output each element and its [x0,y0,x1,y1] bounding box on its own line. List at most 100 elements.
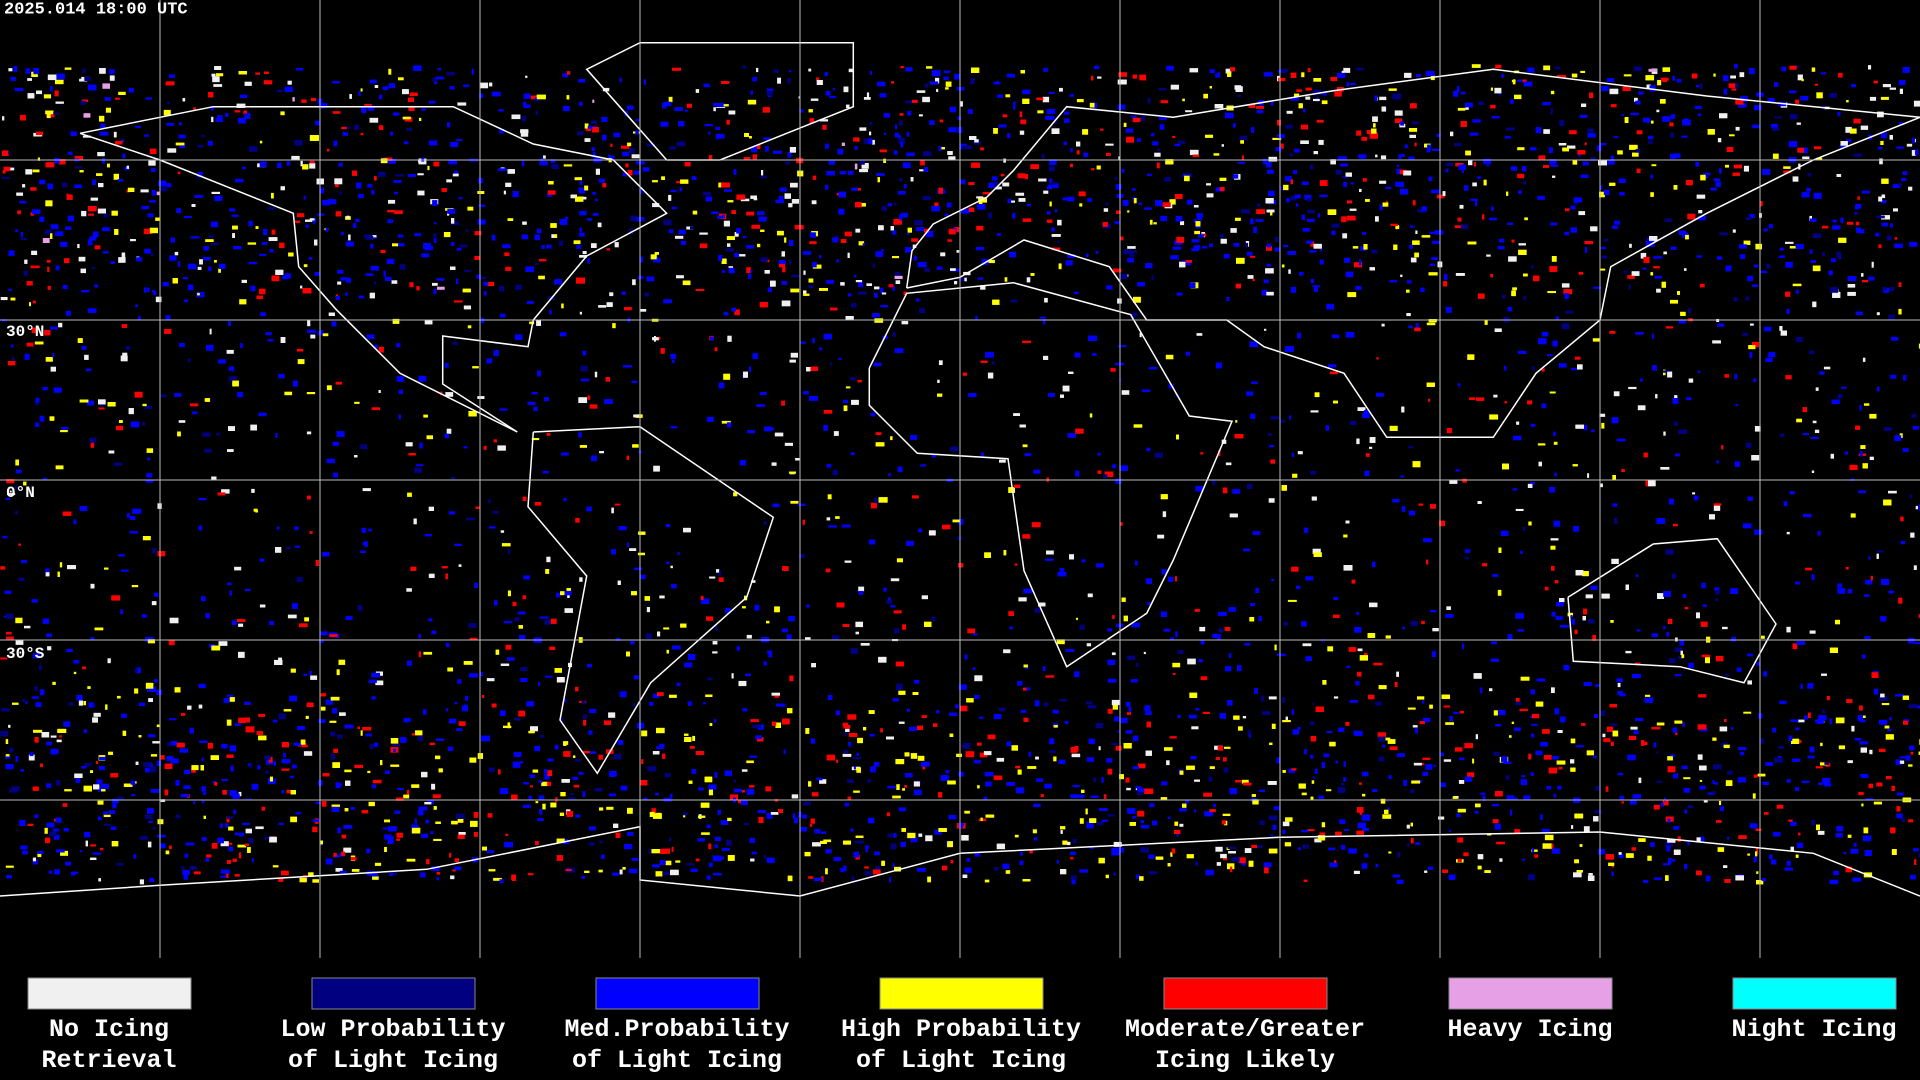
icing-pixel [1515,697,1520,702]
icing-pixel [808,278,814,283]
icing-pixel [1341,844,1346,850]
icing-pixel [1660,802,1664,807]
icing-pixel [192,411,198,415]
icing-pixel [1489,414,1499,420]
icing-pixel [872,313,880,318]
icing-pixel [37,851,42,858]
icing-pixel [391,280,398,284]
icing-pixel [683,527,691,533]
icing-pixel [499,710,506,716]
icing-pixel [677,552,680,555]
icing-pixel [1656,109,1660,113]
icing-pixel [217,492,226,496]
icing-pixel [112,803,117,809]
icing-pixel [741,790,745,793]
icing-pixel [369,79,377,84]
icing-pixel [1458,780,1465,784]
icing-pixel [1343,829,1349,831]
icing-pixel [388,199,396,204]
icing-pixel [1783,170,1792,174]
icing-pixel [778,260,786,265]
icing-pixel [198,498,207,501]
icing-pixel [1144,705,1151,712]
icing-pixel [160,394,167,398]
icing-pixel [1717,256,1723,260]
icing-pixel [1571,73,1578,78]
icing-pixel [1623,74,1632,77]
icing-pixel [669,146,676,150]
icing-pixel [640,309,647,312]
icing-pixel [120,569,129,572]
icing-pixel [1889,87,1896,90]
icing-pixel [895,759,905,765]
icing-pixel [418,375,427,382]
icing-pixel [237,117,246,124]
icing-pixel [374,344,378,349]
icing-pixel [121,252,126,259]
icing-pixel [1715,656,1724,662]
icing-pixel [1541,368,1545,372]
icing-pixel [201,596,206,602]
icing-pixel [1550,164,1559,167]
icing-pixel [394,210,403,215]
icing-pixel [1807,712,1811,718]
icing-pixel [964,810,970,814]
icing-pixel [1400,475,1404,478]
icing-pixel [1266,263,1272,267]
icing-pixel [579,101,583,106]
icing-pixel [306,392,316,395]
icing-pixel [1025,687,1031,691]
icing-pixel [211,843,218,849]
icing-pixel [1601,422,1605,429]
icing-pixel [652,203,660,208]
icing-pixel [1020,709,1027,713]
icing-pixel [374,742,379,747]
icing-pixel [1134,560,1138,566]
icing-pixel [1600,185,1603,190]
icing-pixel [1647,855,1652,861]
icing-pixel [1135,874,1140,880]
icing-pixel [452,173,459,177]
icing-pixel [1694,105,1702,109]
icing-pixel [15,756,19,762]
icing-pixel [746,634,752,639]
icing-pixel [563,164,573,167]
icing-pixel [1119,522,1123,526]
icing-pixel [1321,638,1325,643]
icing-pixel [1399,123,1406,128]
icing-pixel [75,166,83,169]
icing-pixel [810,98,819,101]
icing-pixel [1677,291,1680,295]
icing-pixel [713,107,716,112]
icing-pixel [1704,176,1709,179]
icing-pixel [296,348,304,352]
icing-pixel [748,273,752,279]
icing-pixel [1621,113,1624,117]
icing-pixel [979,752,988,758]
icing-pixel [1203,792,1212,797]
icing-pixel [424,802,432,805]
icing-pixel [1314,768,1318,774]
icing-pixel [406,858,416,862]
icing-pixel [198,683,206,689]
icing-pixel [304,617,309,622]
icing-pixel [1749,68,1755,75]
icing-pixel [871,139,875,145]
icing-pixel [227,860,231,864]
icing-pixel [520,131,529,137]
icing-pixel [8,288,13,291]
icing-pixel [1772,153,1779,159]
icing-pixel [50,366,56,372]
icing-pixel [883,587,887,592]
icing-pixel [1086,643,1092,647]
icing-pixel [146,448,154,453]
icing-pixel [663,299,673,304]
icing-pixel [1593,755,1597,759]
icing-pixel [588,730,593,735]
icing-pixel [1085,808,1088,815]
icing-pixel [1890,374,1897,379]
icing-pixel [956,250,960,253]
icing-pixel [1408,445,1414,449]
icing-pixel [238,791,242,797]
icing-pixel [1795,289,1799,294]
